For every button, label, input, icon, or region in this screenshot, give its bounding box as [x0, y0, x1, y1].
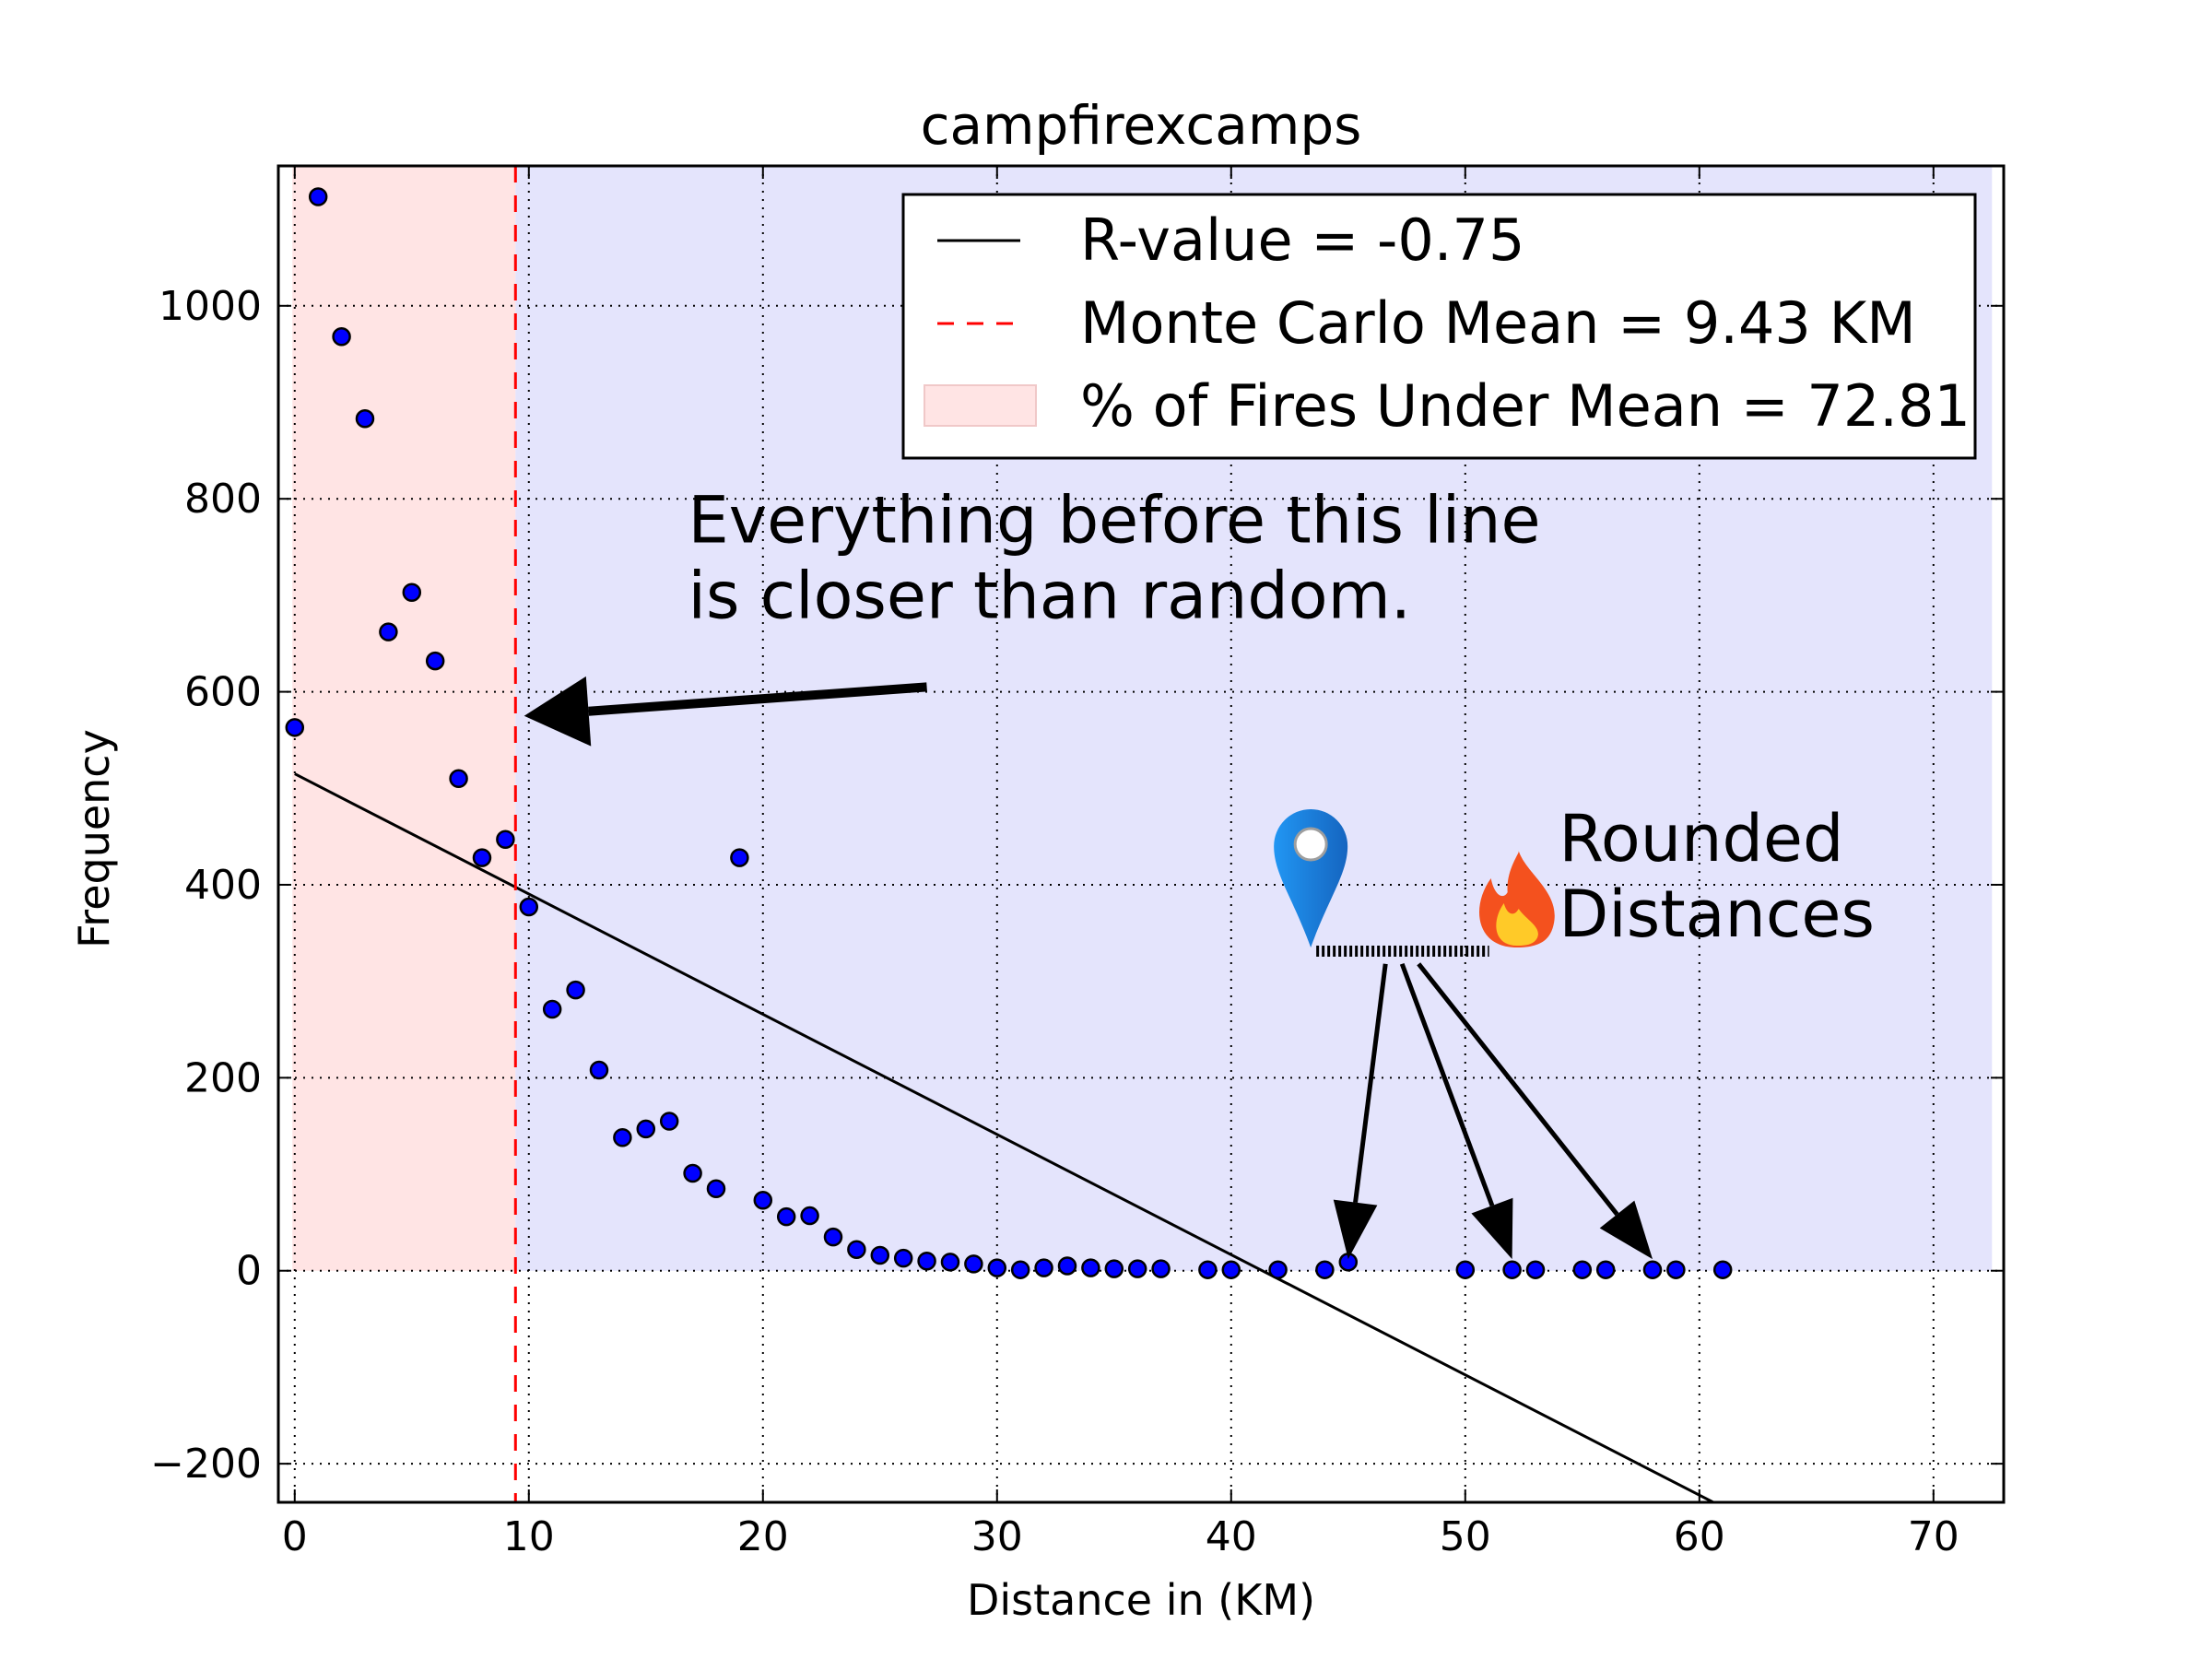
- data-point: [308, 187, 328, 206]
- legend-label-regression: R-value = -0.75: [1080, 206, 1524, 274]
- data-point: [402, 582, 422, 602]
- data-point: [355, 409, 375, 429]
- data-point: [542, 999, 562, 1019]
- map-pin-hole: [1293, 827, 1328, 862]
- data-point: [940, 1253, 960, 1272]
- data-point: [566, 980, 585, 1000]
- y-tick-label: 600: [184, 669, 262, 716]
- annotation-mean-note-line: Everything before this line: [688, 482, 1541, 558]
- map-pin-body: [1274, 809, 1348, 948]
- annotation-arrow-mean-head: [524, 676, 592, 747]
- data-point: [449, 769, 468, 789]
- y-tick-label: −200: [150, 1441, 262, 1488]
- data-point: [659, 1112, 679, 1131]
- y-tick-label: 800: [184, 476, 262, 523]
- data-point: [987, 1258, 1007, 1277]
- legend-label-mean: Monte Carlo Mean = 9.43 KM: [1080, 289, 1916, 357]
- x-tick-label: 20: [737, 1513, 789, 1560]
- fire-inner-flame: [1496, 903, 1538, 947]
- data-point: [1455, 1260, 1476, 1279]
- plot-frame: [276, 164, 2006, 1504]
- x-tick-label: 60: [1674, 1513, 1725, 1560]
- annotation-mean-note-line: is closer than random.: [688, 558, 1412, 633]
- data-point: [964, 1254, 983, 1274]
- data-point: [332, 327, 351, 347]
- data-point: [285, 718, 305, 737]
- x-tick-label: 40: [1206, 1513, 1257, 1560]
- data-point: [1081, 1258, 1100, 1277]
- data-point: [1198, 1260, 1218, 1279]
- data-point: [847, 1240, 866, 1259]
- annotation-arrow-mean-shaft: [588, 682, 927, 716]
- data-point: [1127, 1259, 1147, 1278]
- annotation-arrow-rounded: [1333, 963, 1388, 1260]
- data-point: [1057, 1256, 1077, 1276]
- data-point: [1034, 1258, 1053, 1277]
- data-point: [800, 1206, 819, 1226]
- y-tick-label: 400: [184, 862, 262, 909]
- x-tick-label: 30: [971, 1513, 1023, 1560]
- data-point: [589, 1060, 609, 1080]
- x-tick-label: 50: [1440, 1513, 1491, 1560]
- data-point: [1712, 1260, 1733, 1279]
- data-point: [893, 1248, 913, 1268]
- data-point: [1666, 1260, 1686, 1279]
- annotation-arrow-rounded-shaft: [1417, 962, 1619, 1217]
- legend-box: [901, 193, 1977, 460]
- data-point: [706, 1179, 726, 1198]
- data-point: [683, 1163, 702, 1183]
- annotation-arrow-rounded-head: [1599, 1200, 1653, 1260]
- data-point: [472, 848, 492, 867]
- map-pin-icon: [1274, 809, 1348, 948]
- data-point: [1642, 1260, 1663, 1279]
- annotation-arrow-rounded-shaft: [1399, 962, 1495, 1206]
- under-mean-region: [292, 166, 516, 1271]
- data-point: [1268, 1260, 1288, 1279]
- y-tick-label: 1000: [159, 283, 262, 330]
- data-point: [1151, 1259, 1171, 1278]
- data-point: [613, 1128, 632, 1147]
- data-point: [496, 830, 515, 850]
- data-point: [379, 622, 398, 641]
- data-point: [1502, 1260, 1522, 1279]
- annotation-arrow-rounded-head: [1471, 1197, 1513, 1260]
- x-tick-label: 10: [503, 1513, 555, 1560]
- annotation-rounded-note-line: Distances: [1559, 877, 1875, 952]
- annotation-arrow-mean: [524, 676, 927, 747]
- regression-line: [294, 772, 1717, 1502]
- chart-title: campfirexcamps: [921, 94, 1362, 157]
- data-point: [1315, 1260, 1335, 1279]
- y-tick-label: 200: [184, 1054, 262, 1101]
- data-point: [1010, 1260, 1030, 1279]
- data-point: [917, 1252, 936, 1271]
- annotation-arrow-rounded: [1417, 962, 1653, 1260]
- data-point: [776, 1206, 796, 1227]
- legend: R-value = -0.75 Monte Carlo Mean = 9.43 …: [901, 193, 1977, 460]
- data-point: [1221, 1260, 1241, 1279]
- x-axis-label: Distance in (KM): [967, 1575, 1315, 1625]
- data-point: [1525, 1260, 1546, 1279]
- y-axis-label: Frequency: [69, 729, 119, 948]
- data-point: [730, 848, 749, 867]
- annotation-arrow-rounded-head: [1333, 1199, 1378, 1260]
- data-point: [1595, 1260, 1616, 1279]
- data-point: [1104, 1259, 1124, 1278]
- data-point: [823, 1227, 843, 1247]
- x-tick-label: 70: [1908, 1513, 1959, 1560]
- data-point: [870, 1245, 890, 1265]
- data-point: [636, 1119, 656, 1139]
- data-point: [519, 897, 539, 917]
- annotation-arrow-rounded: [1399, 962, 1513, 1260]
- y-tick-label: 0: [236, 1248, 262, 1295]
- legend-swatch-under-mean: [924, 384, 1037, 427]
- annotation-rounded-note-line: Rounded: [1559, 801, 1843, 877]
- annotation-arrow-rounded-shaft: [1353, 963, 1388, 1203]
- x-tick-label: 0: [282, 1513, 308, 1560]
- data-point: [425, 651, 445, 671]
- data-point: [753, 1191, 773, 1210]
- fire-icon: [1479, 851, 1555, 948]
- data-point: [1572, 1260, 1593, 1279]
- legend-label-under-mean: % of Fires Under Mean = 72.81: [1080, 372, 1971, 440]
